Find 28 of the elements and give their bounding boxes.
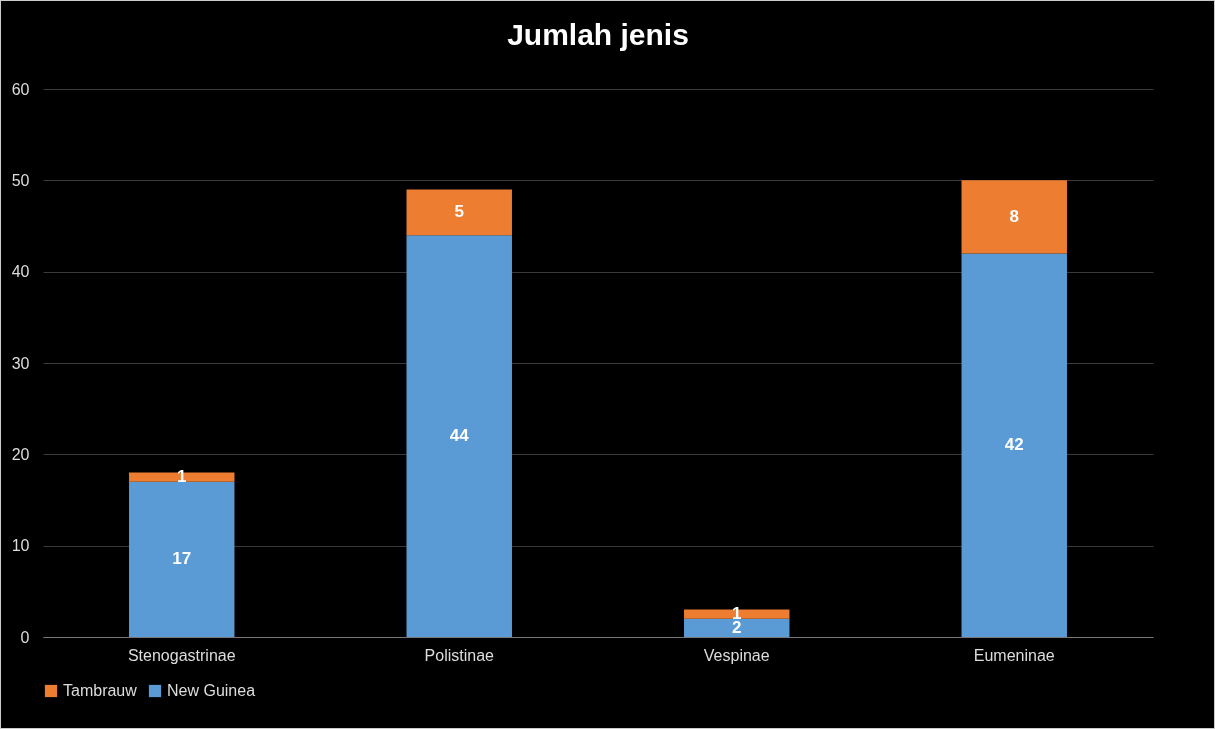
y-tick-label: 60 <box>11 80 30 98</box>
chart-title: Jumlah jenis <box>507 18 689 51</box>
x-tick-label: Vespinae <box>703 646 770 664</box>
data-label: 44 <box>449 426 470 446</box>
y-tick-label: 40 <box>11 263 30 281</box>
legend-label: Tambrauw <box>63 682 138 699</box>
y-tick-label: 30 <box>11 354 30 372</box>
data-label: 5 <box>454 202 464 222</box>
bar <box>406 189 512 236</box>
bar <box>129 472 235 482</box>
bar <box>684 618 790 637</box>
data-label: 8 <box>1009 206 1019 226</box>
bar <box>129 481 235 637</box>
bar <box>406 235 512 637</box>
y-tick-label: 10 <box>11 537 30 555</box>
bar <box>961 180 1067 254</box>
x-tick-label: Polistinae <box>424 646 495 664</box>
data-label: 17 <box>172 549 192 569</box>
y-tick-label: 20 <box>11 445 30 463</box>
data-label: 42 <box>1004 435 1024 455</box>
y-tick-label: 50 <box>11 171 30 189</box>
x-tick-label: Stenogastrinae <box>127 646 236 664</box>
legend-label: New Guinea <box>167 682 256 699</box>
bar <box>961 253 1067 637</box>
bar <box>684 609 790 619</box>
x-tick-label: Eumeninae <box>973 646 1055 664</box>
y-tick-label: 0 <box>20 628 30 646</box>
data-label: 1 <box>177 467 187 487</box>
